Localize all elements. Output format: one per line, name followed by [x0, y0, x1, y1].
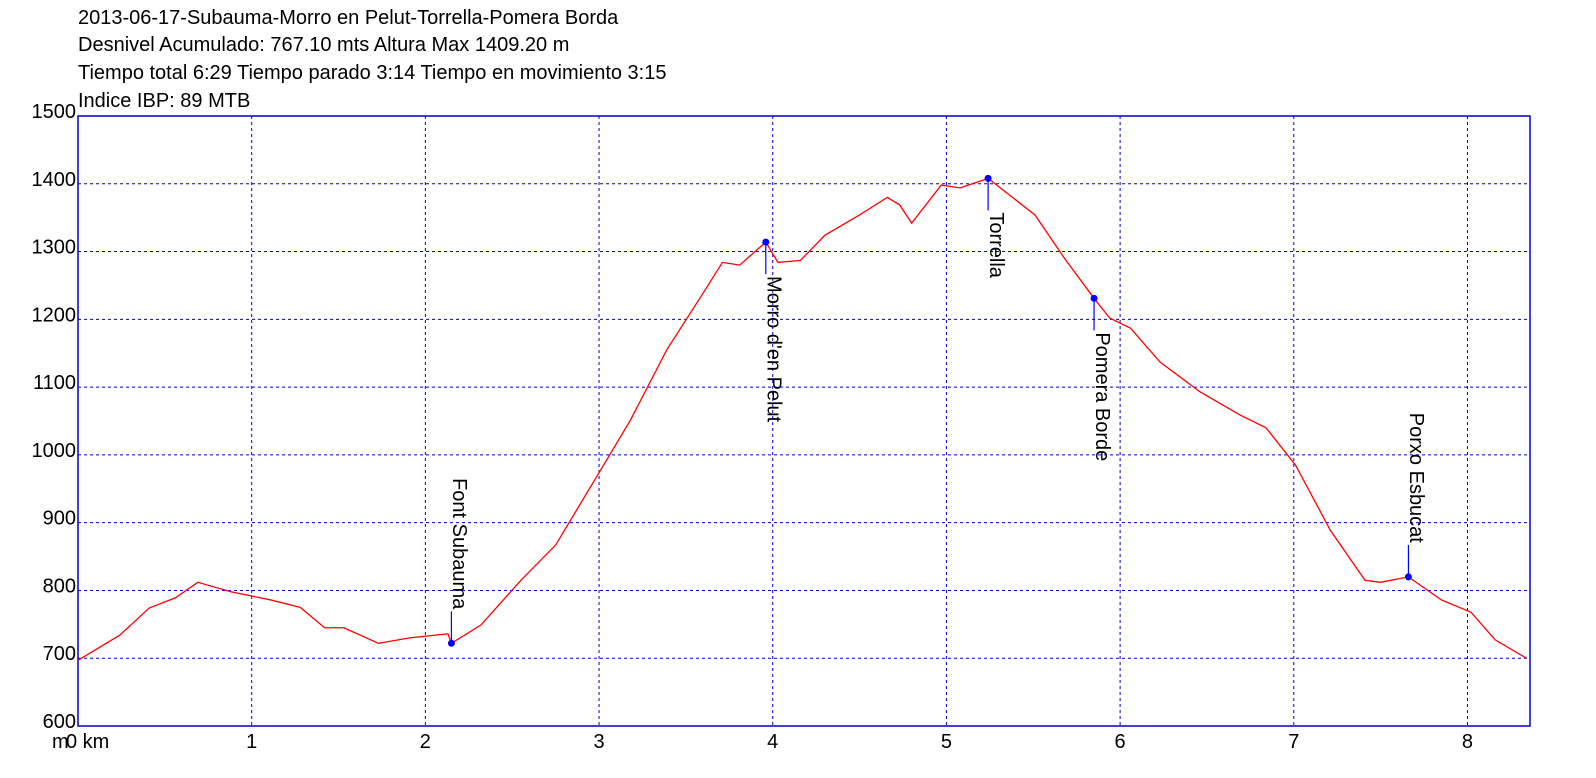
- waypoint-label: Porxo Esbucat: [1405, 413, 1427, 544]
- x-tick-label: 2: [420, 731, 431, 753]
- elevation-line: [77, 177, 1527, 661]
- waypoint-label: Font Subauma: [448, 478, 470, 610]
- x-tick-label: 0 km: [66, 731, 109, 753]
- plot-frame: [77, 115, 1531, 727]
- waypoint-label: Pomera Borde: [1091, 332, 1113, 461]
- waypoint-label: Morro d'en Pelut: [763, 276, 785, 423]
- waypoint-label: Torrella: [985, 212, 1007, 278]
- x-tick-label: 1: [246, 731, 257, 753]
- y-tick-label: 1300: [32, 237, 77, 259]
- title-line: Tiempo total 6:29 Tiempo parado 3:14 Tie…: [78, 62, 667, 84]
- waypoint: [447, 639, 455, 647]
- y-axis-label: m: [52, 731, 69, 753]
- y-tick-label: 1400: [32, 169, 77, 191]
- y-tick-label: 1200: [32, 304, 77, 326]
- x-tick-label: 6: [1115, 731, 1126, 753]
- title-line: Indice IBP: 89 MTB: [78, 90, 250, 112]
- x-tick-label: 7: [1288, 731, 1299, 753]
- x-tick-label: 8: [1462, 731, 1473, 753]
- y-tick-label: 1500: [32, 101, 77, 123]
- waypoint: [1404, 573, 1412, 581]
- title-line: Desnivel Acumulado: 767.10 mts Altura Ma…: [78, 34, 569, 56]
- y-tick-label: 900: [43, 508, 76, 530]
- y-tick-label: 600: [43, 711, 76, 733]
- title-line: 2013-06-17-Subauma-Morro en Pelut-Torrel…: [78, 7, 619, 29]
- x-tick-label: 5: [941, 731, 952, 753]
- x-tick-label: 3: [593, 731, 604, 753]
- y-tick-label: 1000: [32, 440, 77, 462]
- waypoint: [762, 238, 770, 246]
- y-tick-label: 800: [43, 575, 76, 597]
- y-tick-label: 1100: [33, 372, 76, 394]
- waypoint: [984, 174, 992, 182]
- x-tick-label: 4: [767, 731, 778, 753]
- y-tick-label: 700: [43, 643, 76, 665]
- waypoint: [1090, 294, 1098, 302]
